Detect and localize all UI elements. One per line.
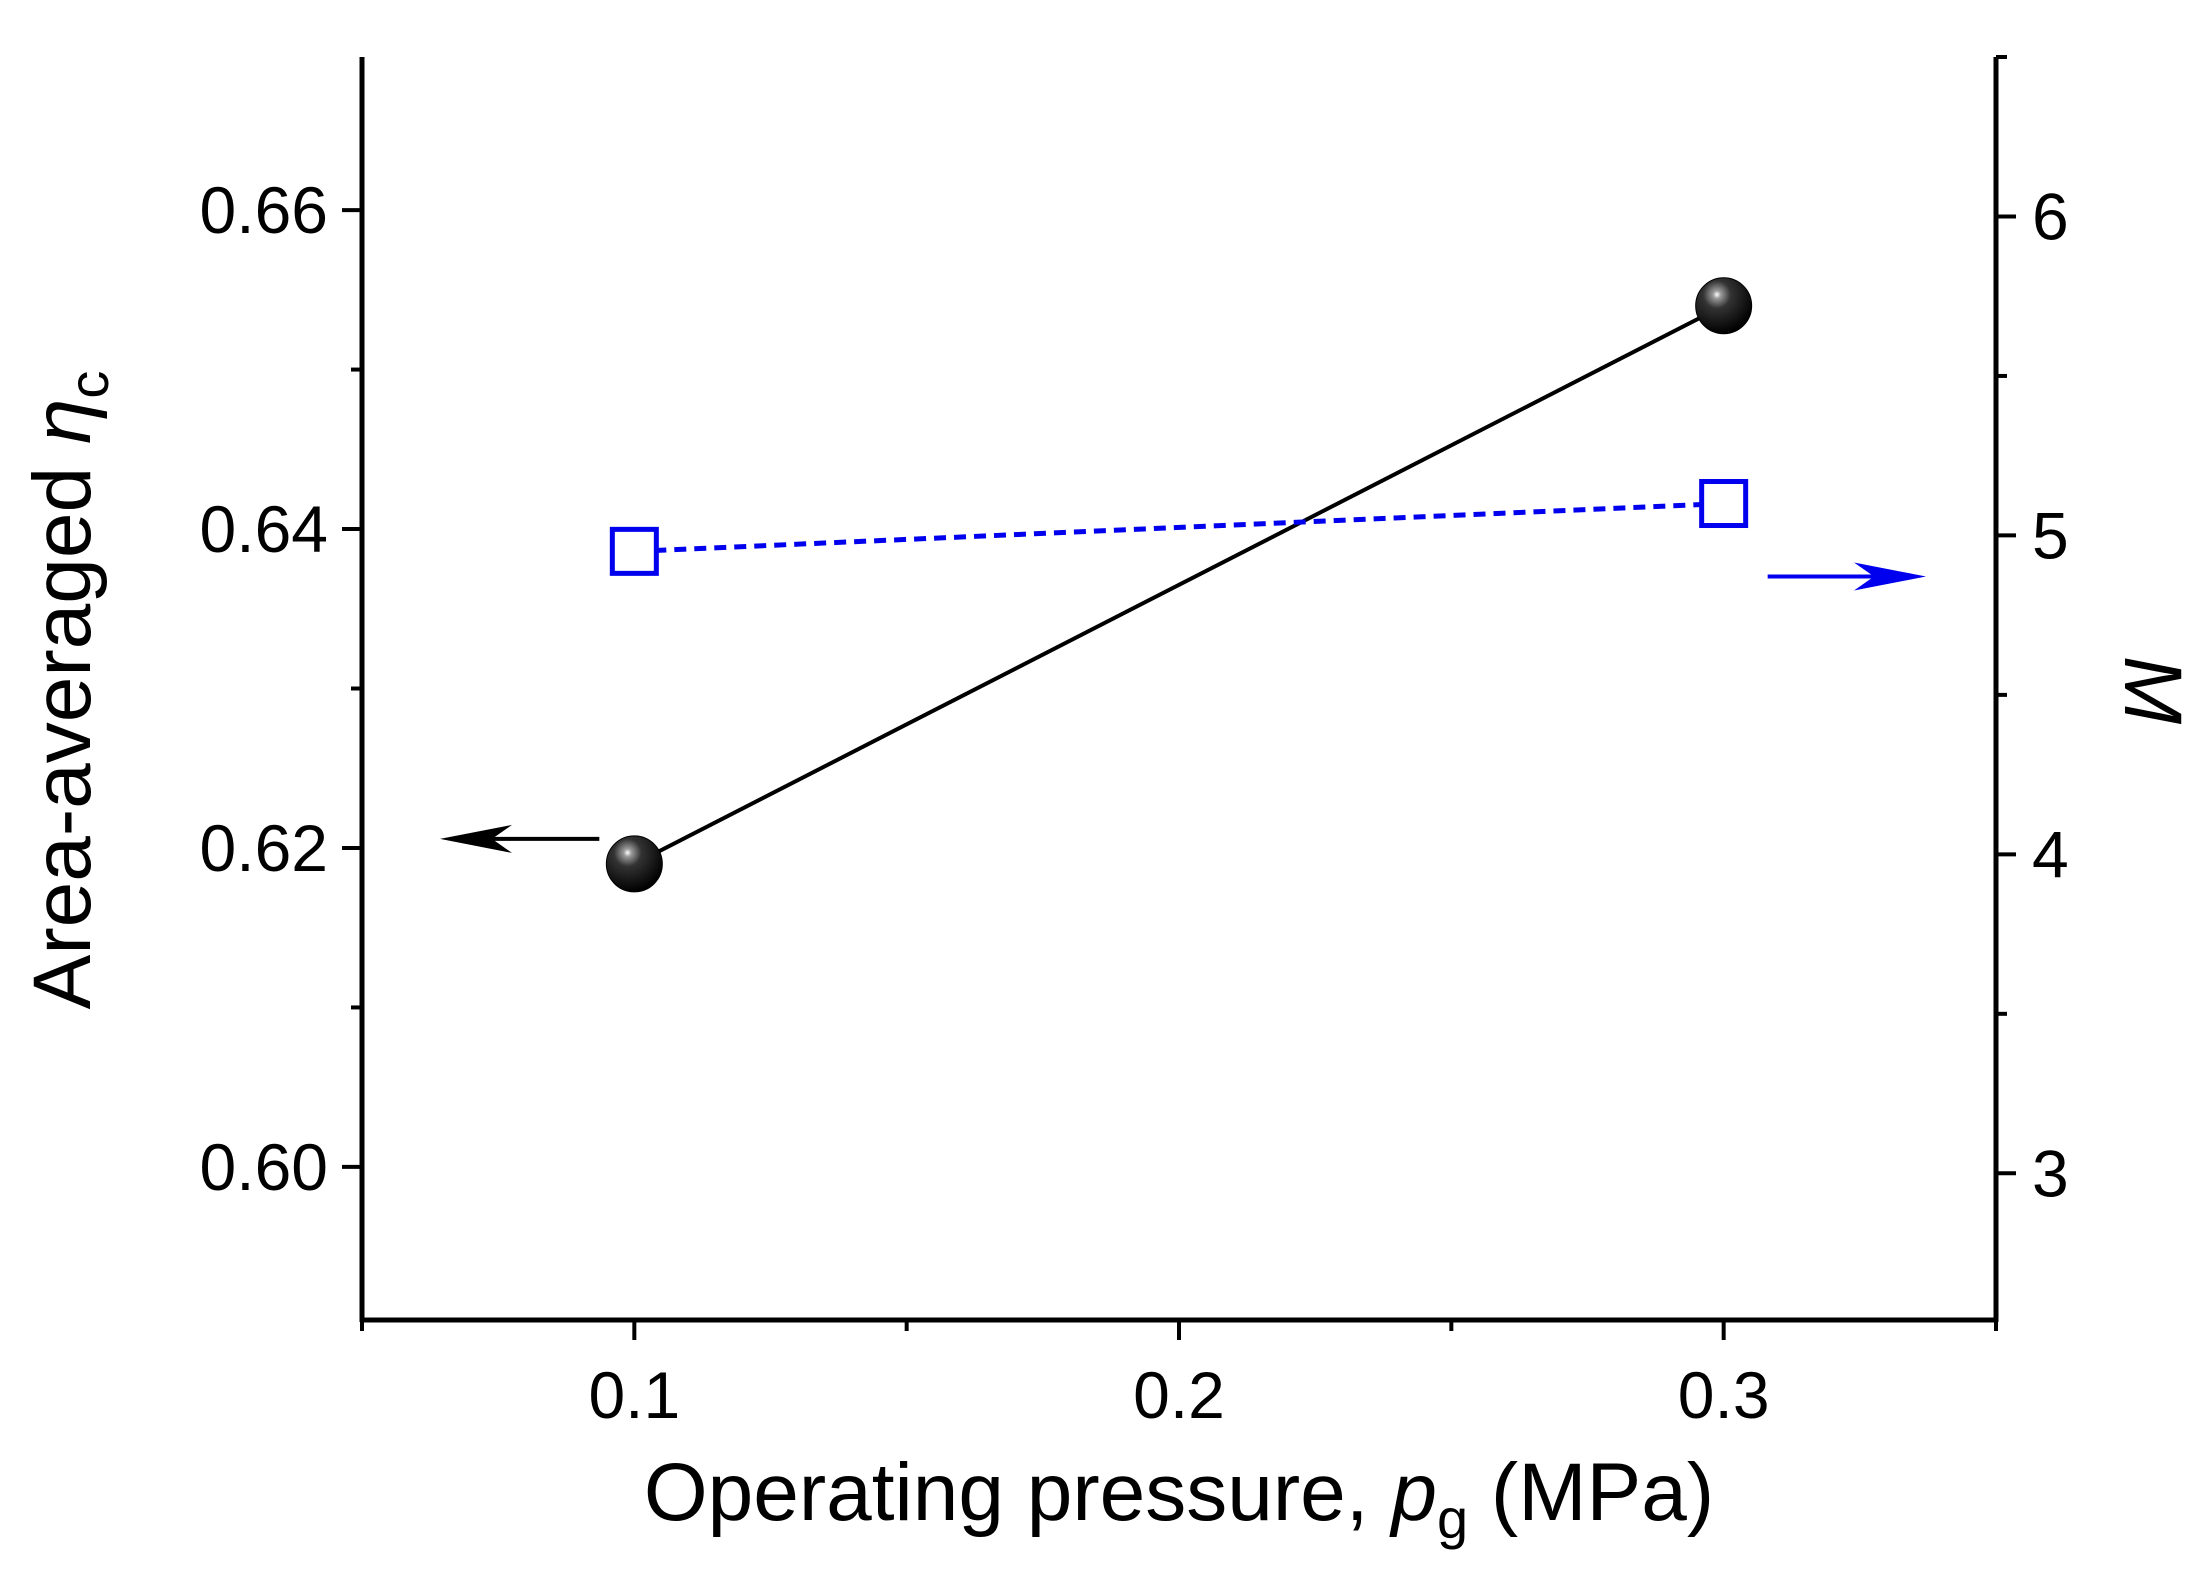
left-y-tick-label: 0.66 <box>200 173 328 247</box>
m-point <box>1699 479 1749 529</box>
x-tick-label: 0.1 <box>588 1358 680 1432</box>
eta-point <box>605 835 663 893</box>
right-y-tick-label: 6 <box>2032 179 2069 253</box>
x-tick-label: 0.2 <box>1133 1358 1225 1432</box>
right-y-tick-label: 3 <box>2032 1136 2069 1210</box>
m-point <box>609 526 659 576</box>
m-series-line <box>634 501 1724 554</box>
left-y-ticks: 0.60 0.62 0.64 0.66 <box>200 173 362 1204</box>
x-tick-label: 0.3 <box>1678 1358 1770 1432</box>
right-y-ticks: 3 4 5 6 <box>1996 55 2069 1210</box>
left-y-tick-label: 0.60 <box>200 1130 328 1204</box>
right-y-tick-label: 5 <box>2032 498 2069 572</box>
x-ticks: 0.1 0.2 0.3 <box>360 1320 1998 1432</box>
eta-point <box>1695 277 1753 335</box>
left-y-tick-label: 0.64 <box>200 492 328 566</box>
eta-series-line <box>633 303 1725 866</box>
series-layer <box>605 277 1753 893</box>
annotation-layer <box>440 562 1926 853</box>
right-y-axis-title: M <box>2107 656 2198 725</box>
left-y-tick-label: 0.62 <box>200 811 328 885</box>
right-y-tick-label: 4 <box>2032 817 2069 891</box>
right-axis-arrowhead <box>1854 562 1926 591</box>
left-y-axis-title: Area-averaged ηc <box>17 371 120 1010</box>
x-axis-title: Operating pressure, pg (MPa) <box>644 1447 1714 1550</box>
left-axis-arrowhead <box>440 824 512 853</box>
